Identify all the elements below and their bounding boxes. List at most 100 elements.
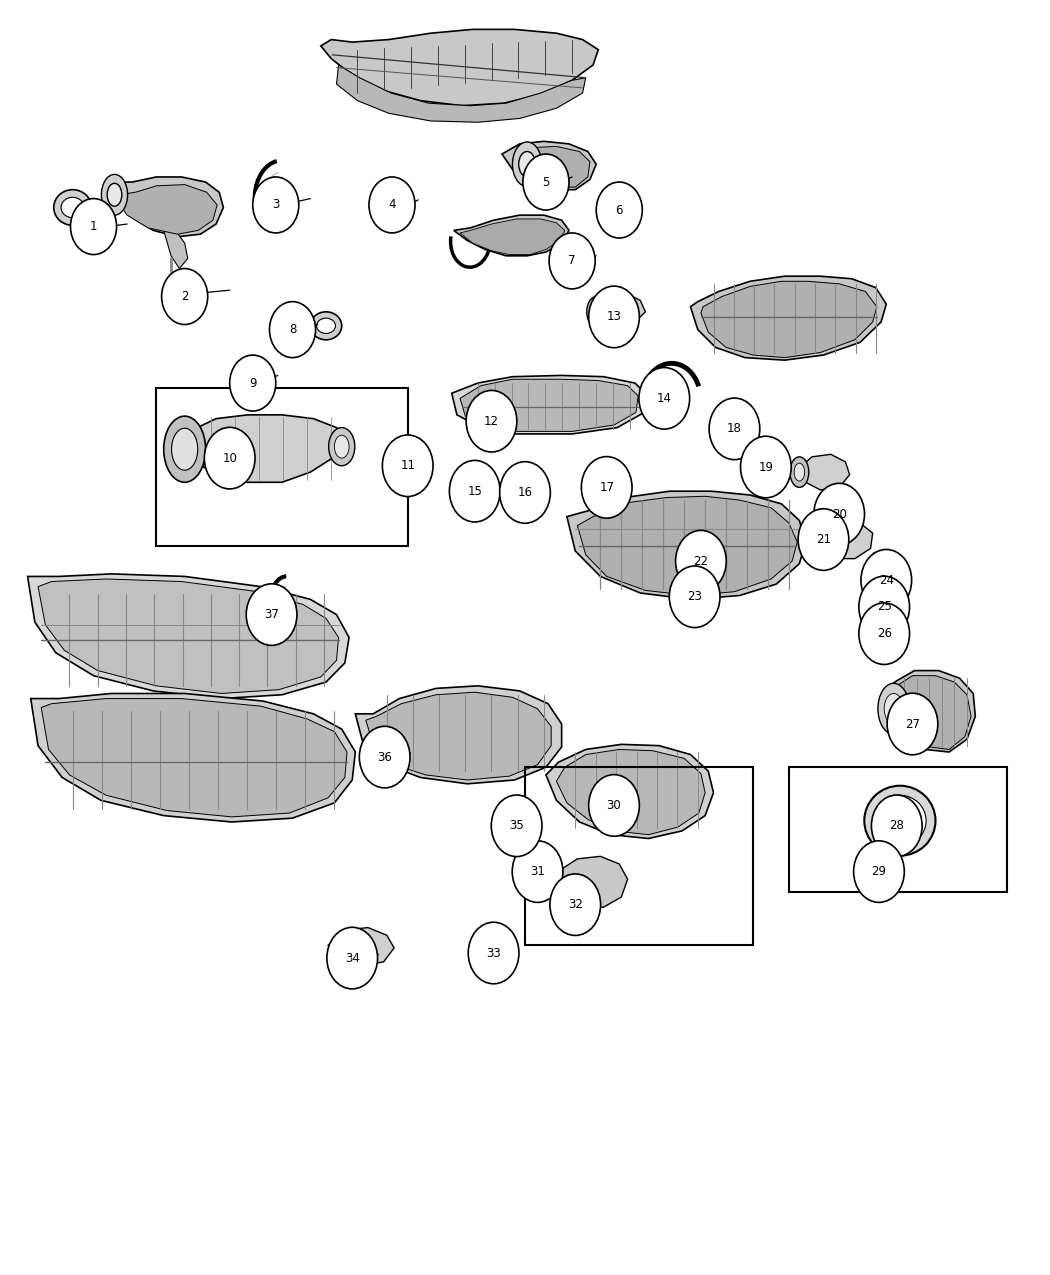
Polygon shape xyxy=(546,745,714,839)
Text: 19: 19 xyxy=(758,460,774,473)
Text: 9: 9 xyxy=(249,376,256,390)
Polygon shape xyxy=(578,496,797,595)
Ellipse shape xyxy=(878,683,909,734)
Polygon shape xyxy=(502,142,596,190)
Text: 22: 22 xyxy=(693,555,709,567)
Circle shape xyxy=(253,177,299,233)
Ellipse shape xyxy=(874,858,900,881)
Circle shape xyxy=(872,796,922,857)
Polygon shape xyxy=(119,185,217,235)
Text: 7: 7 xyxy=(568,255,575,268)
Text: 32: 32 xyxy=(568,898,583,912)
Circle shape xyxy=(230,354,276,411)
Ellipse shape xyxy=(879,863,894,876)
Ellipse shape xyxy=(790,456,808,487)
Ellipse shape xyxy=(512,142,542,186)
Text: 23: 23 xyxy=(687,590,702,603)
Polygon shape xyxy=(336,65,586,122)
Ellipse shape xyxy=(530,854,562,885)
Ellipse shape xyxy=(519,152,536,177)
Polygon shape xyxy=(328,928,394,965)
Ellipse shape xyxy=(334,435,349,458)
Polygon shape xyxy=(873,606,900,626)
Ellipse shape xyxy=(593,476,621,499)
Ellipse shape xyxy=(509,819,516,829)
Polygon shape xyxy=(321,29,598,106)
Bar xyxy=(525,768,753,945)
Circle shape xyxy=(859,576,909,638)
Text: 2: 2 xyxy=(181,289,188,303)
Ellipse shape xyxy=(171,428,197,470)
Circle shape xyxy=(709,398,760,460)
Circle shape xyxy=(70,199,117,255)
Polygon shape xyxy=(883,671,975,752)
Ellipse shape xyxy=(684,588,702,606)
Ellipse shape xyxy=(841,507,854,519)
Text: 1: 1 xyxy=(90,221,98,233)
Ellipse shape xyxy=(317,319,335,334)
Polygon shape xyxy=(365,692,551,780)
Bar xyxy=(789,768,1007,892)
Text: 35: 35 xyxy=(509,820,524,833)
Circle shape xyxy=(327,927,378,989)
Ellipse shape xyxy=(587,297,606,328)
Polygon shape xyxy=(111,177,224,237)
Text: 18: 18 xyxy=(727,422,742,435)
Circle shape xyxy=(740,436,792,497)
Text: 10: 10 xyxy=(223,451,237,464)
Polygon shape xyxy=(454,215,569,256)
Circle shape xyxy=(369,177,415,233)
Ellipse shape xyxy=(382,190,405,213)
Text: 30: 30 xyxy=(607,799,622,812)
Ellipse shape xyxy=(513,472,532,504)
Circle shape xyxy=(162,269,208,325)
Ellipse shape xyxy=(690,552,713,575)
Text: 37: 37 xyxy=(265,608,279,621)
Circle shape xyxy=(814,483,864,544)
Polygon shape xyxy=(567,491,805,599)
Text: 5: 5 xyxy=(542,176,549,189)
Circle shape xyxy=(550,873,601,936)
Polygon shape xyxy=(891,676,971,750)
Ellipse shape xyxy=(257,616,287,639)
Circle shape xyxy=(500,462,550,523)
Ellipse shape xyxy=(835,501,861,524)
Polygon shape xyxy=(164,231,188,269)
Polygon shape xyxy=(554,857,628,908)
Ellipse shape xyxy=(794,463,804,481)
Polygon shape xyxy=(30,694,355,822)
Polygon shape xyxy=(701,282,877,357)
Polygon shape xyxy=(460,219,565,255)
Circle shape xyxy=(247,584,297,645)
Ellipse shape xyxy=(375,743,392,771)
Circle shape xyxy=(589,775,639,836)
Text: 12: 12 xyxy=(484,414,499,427)
Text: 17: 17 xyxy=(600,481,614,493)
Ellipse shape xyxy=(864,785,936,856)
Text: 4: 4 xyxy=(388,199,396,212)
Ellipse shape xyxy=(256,589,288,615)
Ellipse shape xyxy=(598,481,615,493)
Ellipse shape xyxy=(329,427,355,465)
Ellipse shape xyxy=(874,796,926,847)
Ellipse shape xyxy=(469,478,480,497)
Ellipse shape xyxy=(505,812,520,835)
Circle shape xyxy=(449,460,500,521)
Polygon shape xyxy=(805,520,873,558)
Text: 25: 25 xyxy=(877,601,891,613)
Ellipse shape xyxy=(311,312,341,340)
Polygon shape xyxy=(27,574,349,699)
Circle shape xyxy=(854,840,904,903)
Circle shape xyxy=(466,390,517,453)
Text: 27: 27 xyxy=(905,718,920,731)
Circle shape xyxy=(270,302,316,357)
Ellipse shape xyxy=(54,190,91,226)
Polygon shape xyxy=(873,579,900,599)
Text: 15: 15 xyxy=(467,484,482,497)
Ellipse shape xyxy=(884,694,903,724)
Ellipse shape xyxy=(164,416,206,482)
Ellipse shape xyxy=(870,607,881,625)
Circle shape xyxy=(669,566,720,627)
Circle shape xyxy=(589,286,639,348)
Polygon shape xyxy=(355,686,562,784)
